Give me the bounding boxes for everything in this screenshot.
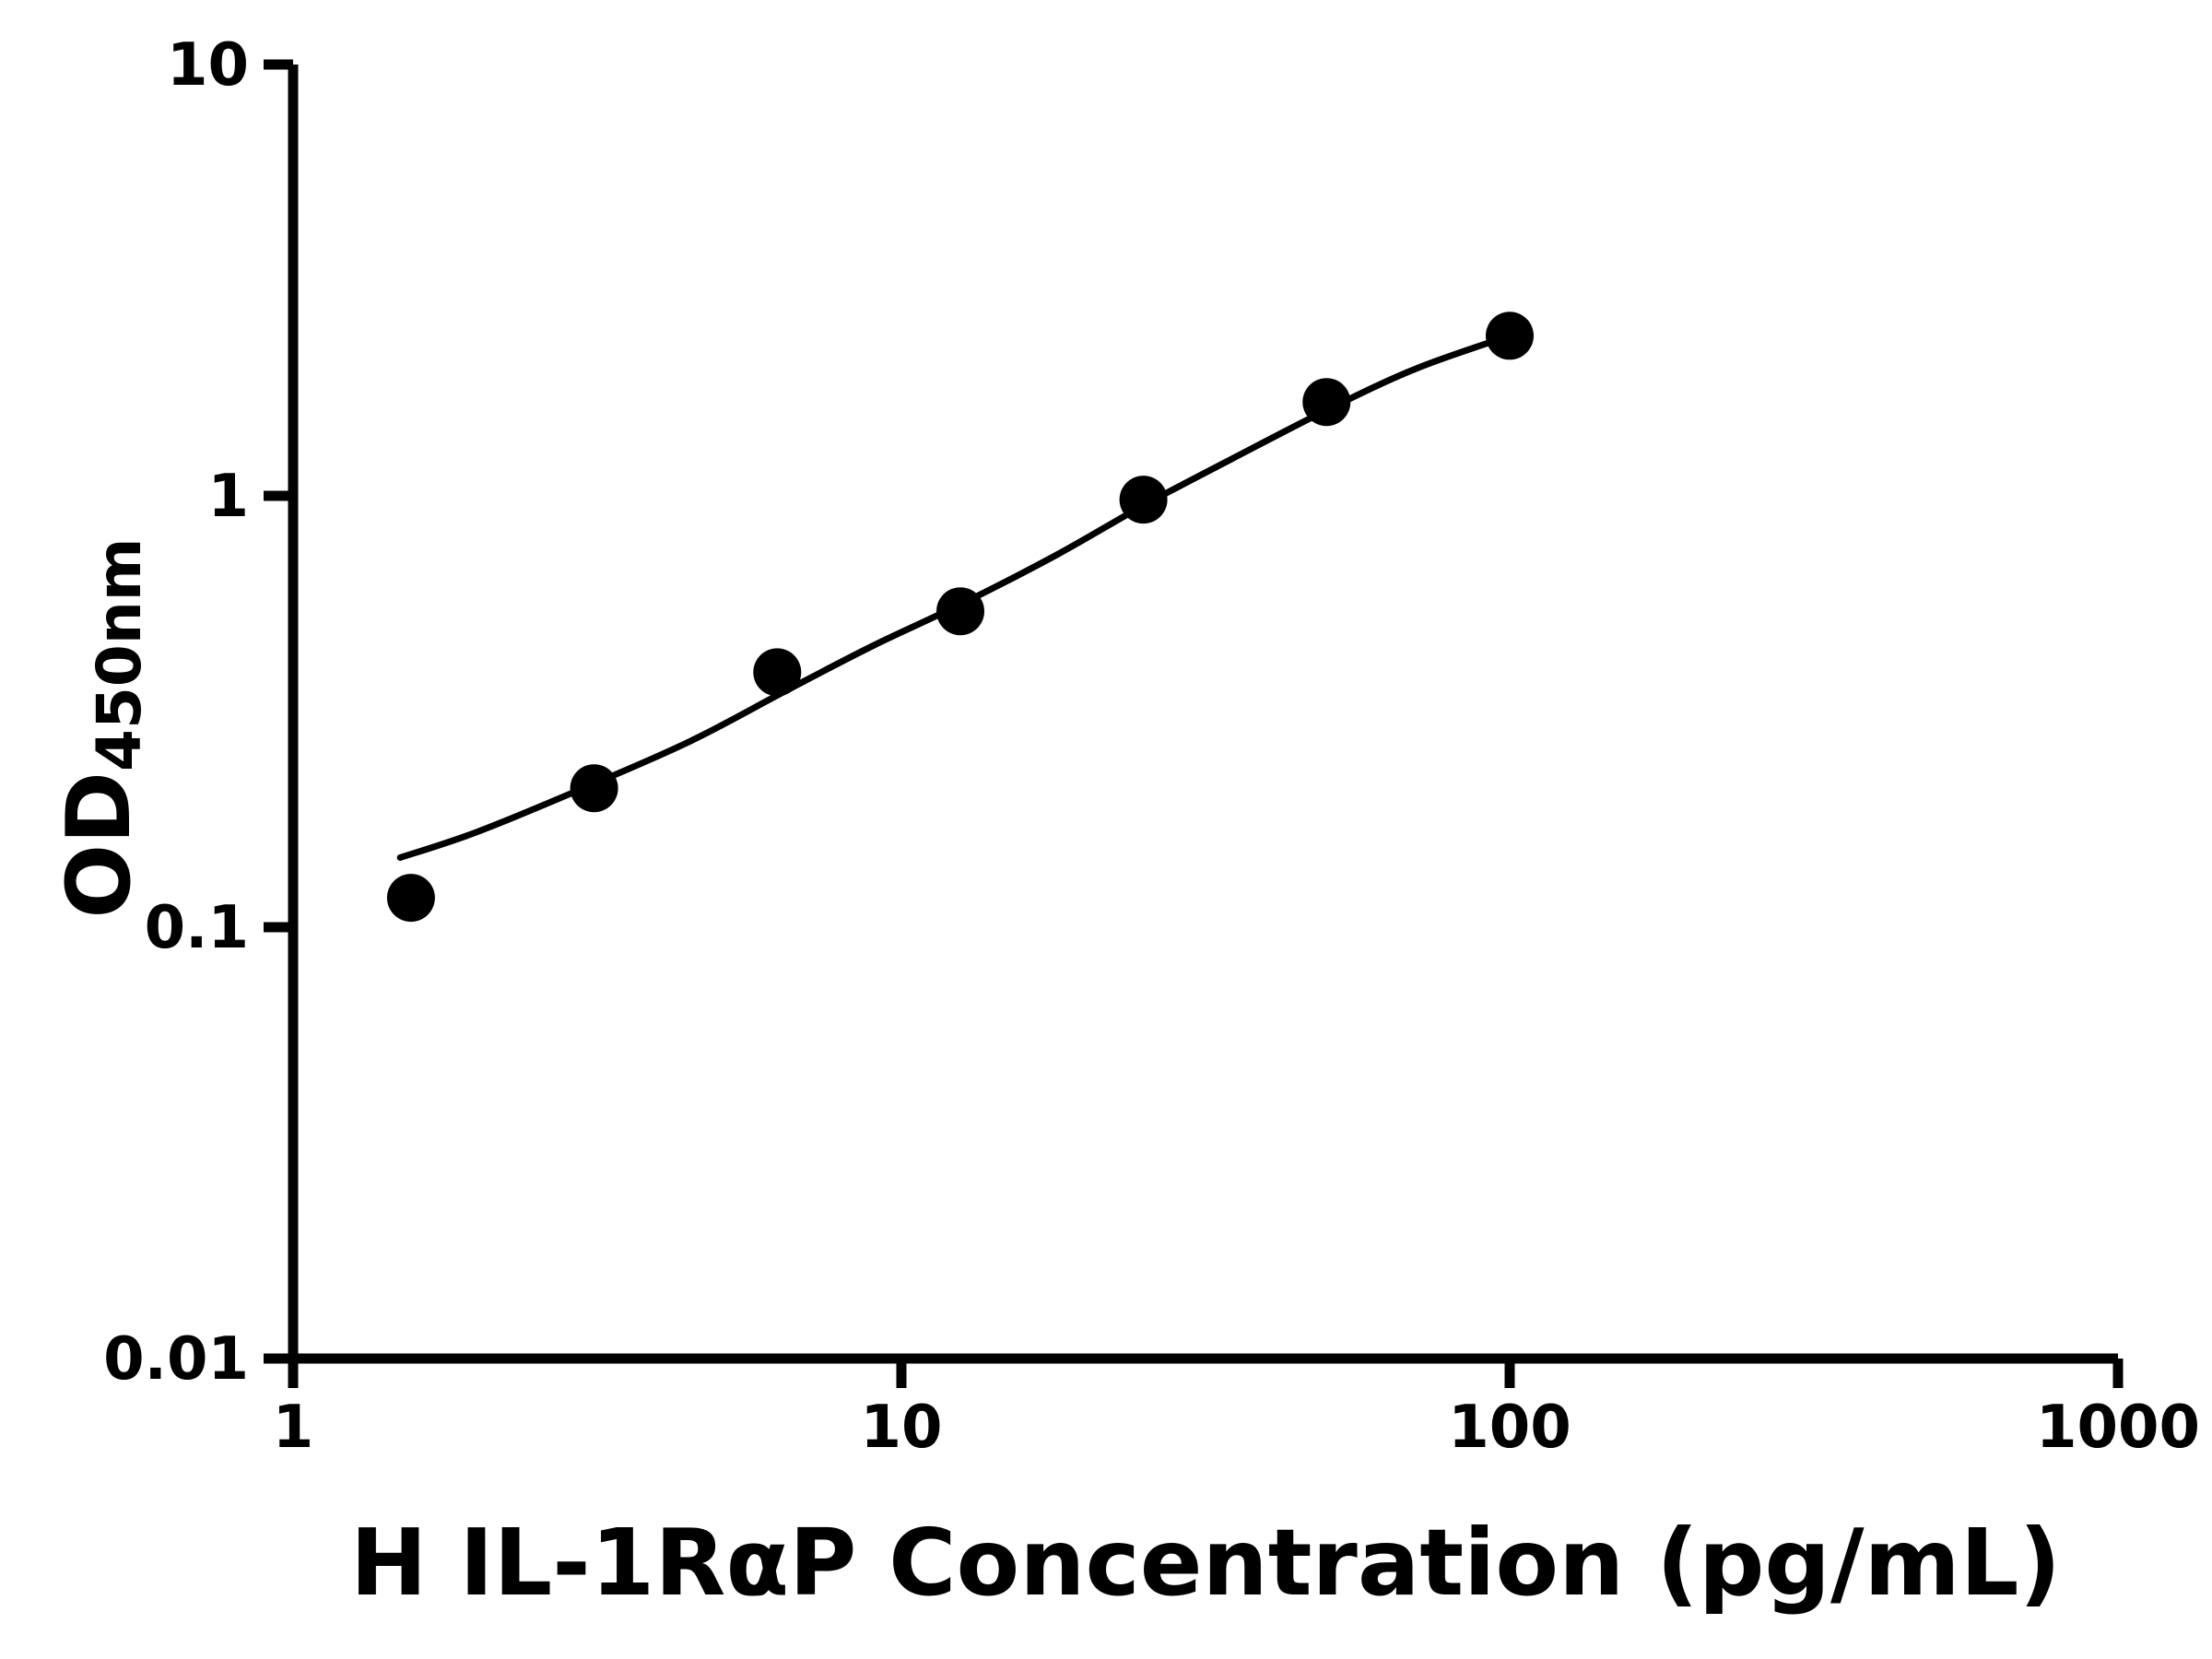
x-tick-label: 10 (860, 1394, 942, 1462)
data-point (753, 648, 802, 697)
data-point (386, 874, 435, 923)
x-axis-label: H IL-1RαP Concentration (pg/mL) (350, 1509, 2061, 1617)
data-point (936, 587, 984, 636)
data-point (1302, 378, 1351, 427)
y-tick-label: 1 (207, 463, 249, 531)
y-axis-label-sub: 450nm (84, 537, 155, 771)
y-axis-label-main: OD (49, 771, 150, 919)
plot-area (386, 312, 1534, 923)
y-axis-label: OD450nm (49, 537, 155, 918)
y-tick-label: 0.01 (103, 1325, 249, 1394)
x-tick-label: 1000 (2036, 1394, 2200, 1462)
axes: 1 10 100 1000 0.01 0.1 1 10 (103, 31, 2200, 1462)
data-point (1119, 476, 1168, 524)
x-tick-label: 100 (1448, 1394, 1571, 1462)
data-point (570, 764, 618, 813)
x-tick-label: 1 (273, 1394, 314, 1462)
y-tick-label: 10 (167, 31, 249, 100)
y-tick-label: 0.1 (145, 894, 249, 962)
data-point (1486, 312, 1534, 360)
